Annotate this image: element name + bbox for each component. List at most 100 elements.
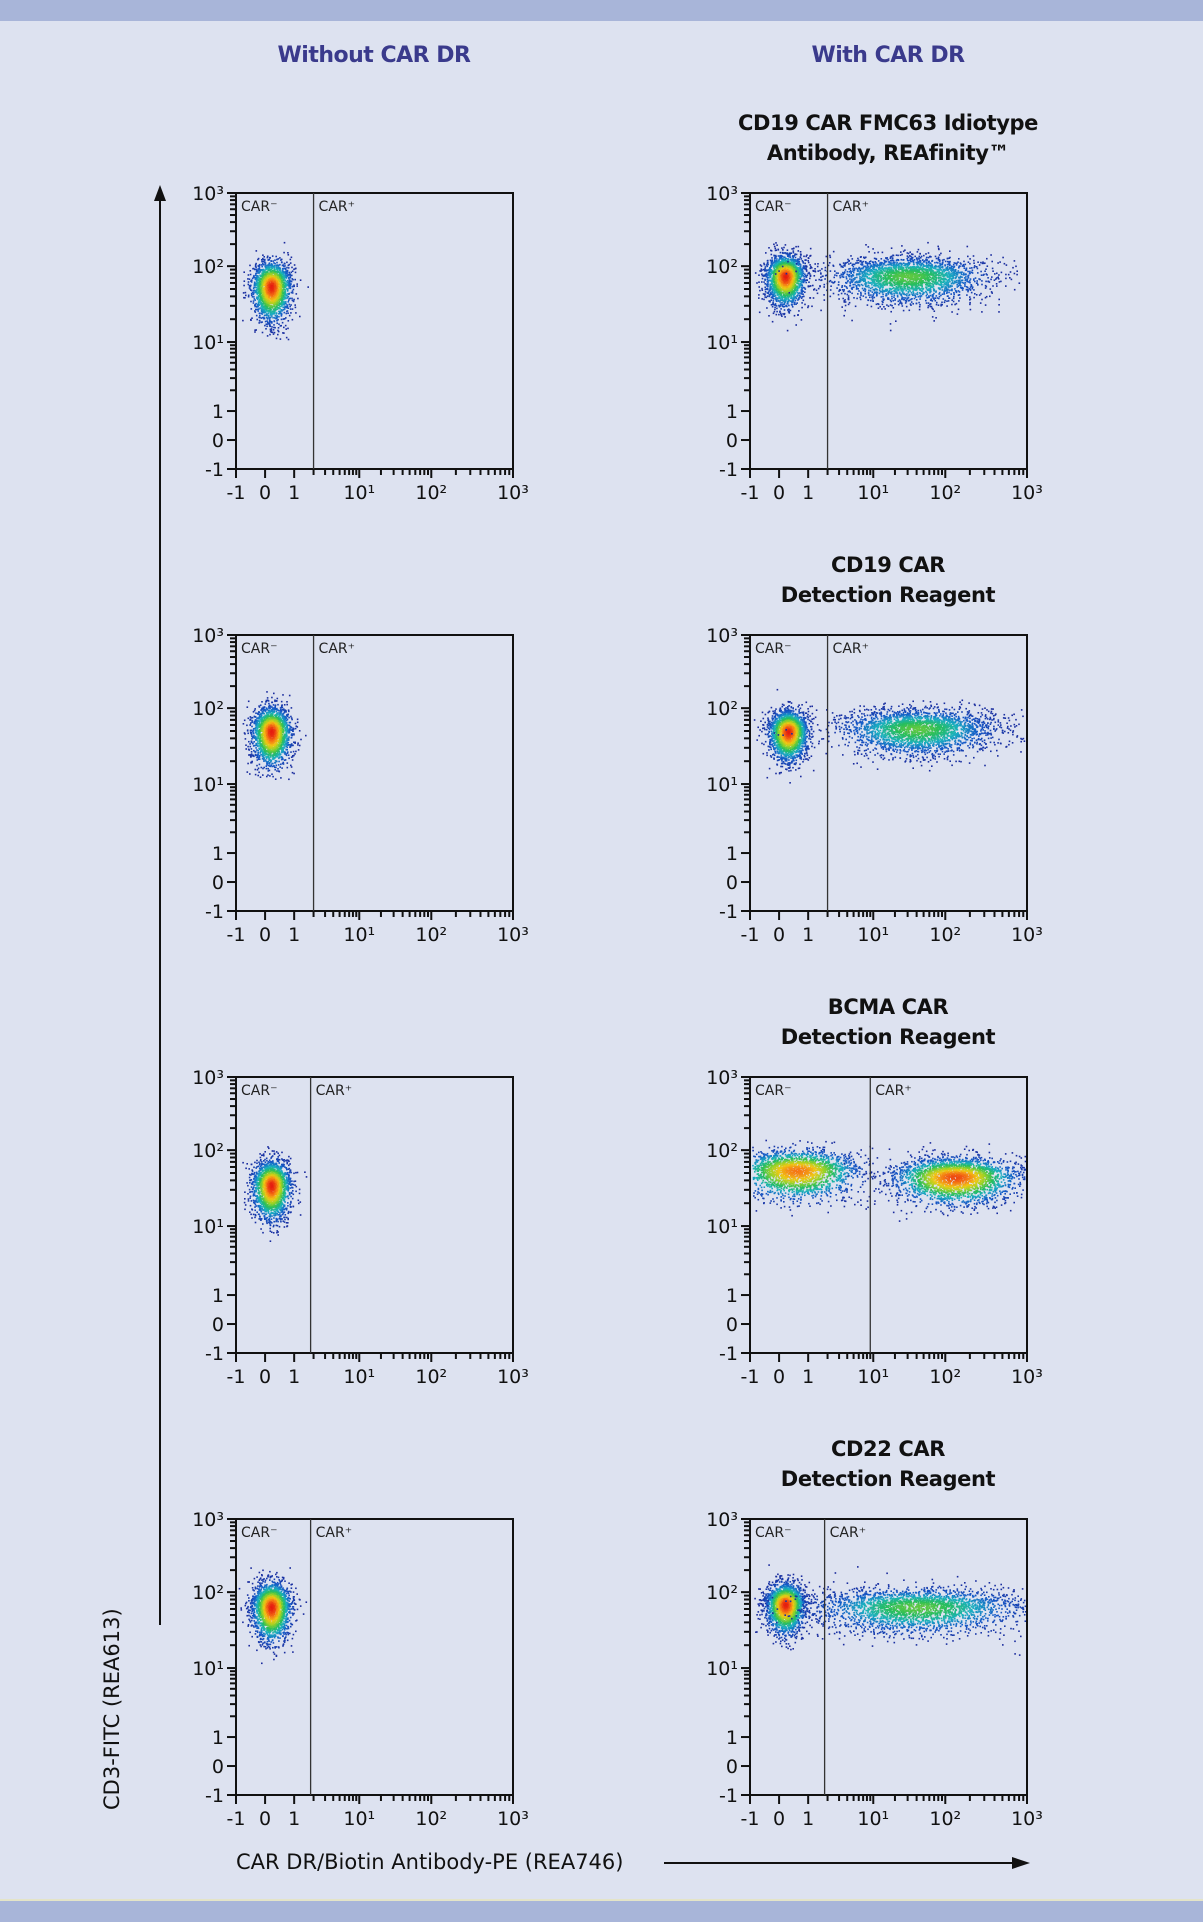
x-tick-label: 10¹ [343, 1366, 375, 1388]
y-tick-label: 10³ [192, 1509, 224, 1531]
y-tick-label: 10² [706, 1582, 738, 1604]
y-tick-label: -1 [719, 459, 738, 481]
x-tick-label: -1 [741, 1366, 760, 1388]
x-tick-label: 1 [802, 924, 814, 946]
gate-label-car-positive: CAR⁺ [316, 1083, 352, 1099]
x-tick-label: -1 [227, 482, 246, 504]
x-tick-label: 0 [259, 482, 271, 504]
x-tick-label: -1 [227, 1808, 246, 1830]
y-tick-label: 0 [726, 430, 738, 452]
y-tick-label: -1 [205, 459, 224, 481]
plot-title-line1: CD22 CAR [708, 1434, 1068, 1464]
x-tick-label: 0 [773, 1366, 785, 1388]
x-tick-label: 1 [802, 1366, 814, 1388]
density-dots [242, 1146, 307, 1242]
y-tick-label: 10¹ [706, 774, 738, 796]
y-tick-label: 10² [706, 1140, 738, 1162]
y-tick-label: 0 [212, 1314, 224, 1336]
gate-label-car-positive: CAR⁺ [319, 199, 355, 215]
gate-label-car-positive: CAR⁺ [833, 199, 869, 215]
y-tick-label: 10³ [192, 183, 224, 205]
density-dots [754, 1564, 1026, 1656]
gate-label-car-negative: CAR⁻ [241, 199, 277, 215]
x-tick-label: 0 [259, 1366, 271, 1388]
density-dots [239, 1567, 307, 1664]
y-tick-label: 10² [192, 1582, 224, 1604]
plot-title-line1: CD19 CAR FMC63 Idiotype [708, 108, 1068, 138]
x-tick-label: 10³ [1011, 1366, 1043, 1388]
density-dots [243, 691, 307, 780]
y-tick-label: -1 [719, 1785, 738, 1807]
y-tick-label: 1 [726, 1285, 738, 1307]
plot-title-line1: CD19 CAR [708, 550, 1068, 580]
gate-label-car-negative: CAR⁻ [755, 199, 791, 215]
x-tick-label: 10³ [497, 1366, 529, 1388]
gate-label-car-positive: CAR⁺ [875, 1083, 911, 1099]
y-tick-label: 0 [726, 1314, 738, 1336]
y-tick-label: 10¹ [192, 1658, 224, 1680]
gate-label-car-negative: CAR⁻ [241, 641, 277, 657]
x-tick-label: 10¹ [343, 482, 375, 504]
y-tick-label: -1 [205, 901, 224, 923]
plot-frame [750, 635, 1027, 911]
density-dots [752, 1140, 1026, 1222]
plot-title-cd22-dr: CD22 CAR Detection Reagent [708, 1434, 1068, 1494]
plot-title-cd19-fmc63: CD19 CAR FMC63 Idiotype Antibody, REAfin… [708, 108, 1068, 168]
plot-frame [236, 635, 513, 911]
y-tick-label: 10³ [706, 1067, 738, 1089]
x-tick-label: 10¹ [857, 1366, 889, 1388]
x-tick-label: 10¹ [857, 1808, 889, 1830]
y-tick-label: 1 [726, 1727, 738, 1749]
density-dots [754, 689, 1025, 784]
x-tick-label: 10² [415, 924, 447, 946]
y-tick-label: 10¹ [706, 1216, 738, 1238]
gate-label-car-positive: CAR⁺ [316, 1525, 352, 1541]
y-tick-label: 10³ [192, 625, 224, 647]
x-tick-label: 1 [288, 1808, 300, 1830]
top-band [0, 0, 1203, 21]
x-tick-label: 0 [773, 1808, 785, 1830]
y-tick-label: 1 [726, 401, 738, 423]
column-title-with: With CAR DR [738, 43, 1038, 68]
x-tick-label: 10¹ [343, 924, 375, 946]
x-tick-label: 0 [259, 1808, 271, 1830]
y-tick-label: 0 [212, 430, 224, 452]
y-tick-label: 10² [192, 1140, 224, 1162]
y-axis-arrow [150, 185, 170, 1625]
y-tick-label: -1 [205, 1343, 224, 1365]
plot-frame [236, 1519, 513, 1795]
density-dots [755, 242, 1020, 332]
y-tick-label: 10² [706, 256, 738, 278]
x-tick-label: -1 [227, 924, 246, 946]
x-tick-label: 1 [288, 1366, 300, 1388]
y-tick-label: 10² [706, 698, 738, 720]
y-tick-label: 0 [726, 1756, 738, 1778]
y-tick-label: 10³ [706, 183, 738, 205]
density-dots [242, 242, 309, 340]
x-tick-label: 10³ [1011, 482, 1043, 504]
x-tick-label: -1 [741, 1808, 760, 1830]
plot-frame [750, 193, 1027, 469]
x-axis-arrow [664, 1856, 1030, 1870]
x-tick-label: -1 [227, 1366, 246, 1388]
gate-label-car-positive: CAR⁺ [830, 1525, 866, 1541]
y-tick-label: 0 [212, 872, 224, 894]
y-tick-label: 10¹ [192, 1216, 224, 1238]
gate-label-car-positive: CAR⁺ [319, 641, 355, 657]
gate-label-car-negative: CAR⁻ [755, 641, 791, 657]
x-tick-label: 10² [415, 1366, 447, 1388]
plot-title-bcma-dr: BCMA CAR Detection Reagent [708, 992, 1068, 1052]
x-tick-label: 0 [259, 924, 271, 946]
y-tick-label: 1 [212, 843, 224, 865]
x-tick-label: 1 [288, 924, 300, 946]
x-tick-label: 0 [773, 924, 785, 946]
gate-label-car-negative: CAR⁻ [241, 1525, 277, 1541]
x-tick-label: 10² [929, 482, 961, 504]
x-tick-label: 10² [415, 1808, 447, 1830]
x-tick-label: 1 [802, 482, 814, 504]
gate-label-car-negative: CAR⁻ [241, 1083, 277, 1099]
